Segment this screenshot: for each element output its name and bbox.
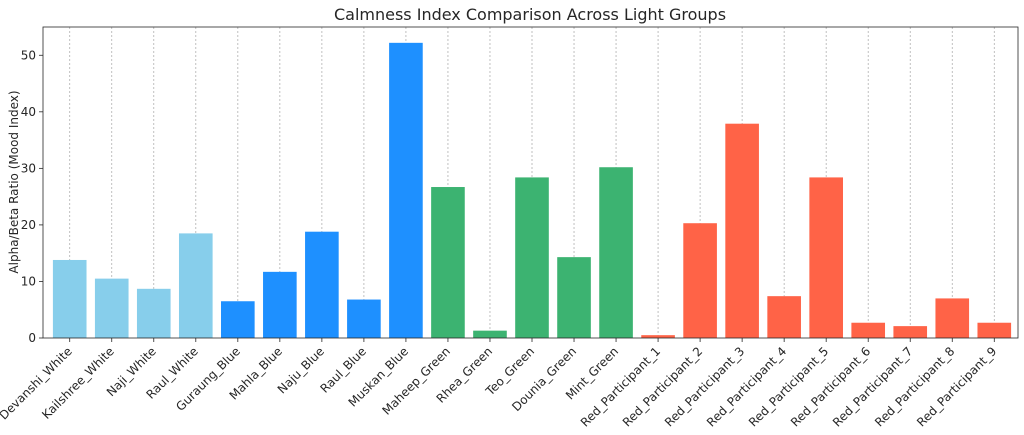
x-tick-label: Red_Participant_2 <box>620 344 705 429</box>
bar <box>94 278 129 338</box>
bar <box>809 177 843 338</box>
x-tick-label: Red_Participant_9 <box>914 344 999 429</box>
bar <box>263 271 297 338</box>
x-tick-label: Kailshree_White <box>39 344 117 422</box>
bars <box>52 42 1012 339</box>
x-tick-label: Red_Participant_8 <box>872 344 957 429</box>
bar <box>178 233 213 338</box>
y-tick-label: 30 <box>21 161 36 175</box>
plot-frame <box>42 26 1019 339</box>
x-tick-label: Red_Participant_7 <box>830 344 915 429</box>
bar <box>725 123 759 339</box>
bar <box>221 301 255 338</box>
y-tick-label: 0 <box>28 331 36 345</box>
y-axis: 0 10 20 30 40 50 <box>21 48 43 345</box>
x-tick-label: Red_Participant_6 <box>788 344 873 429</box>
bar <box>557 257 591 338</box>
axes-frame <box>42 26 1019 339</box>
bar <box>305 231 339 338</box>
y-tick-label: 40 <box>21 105 36 119</box>
x-axis: Devanshi_WhiteKailshree_WhiteNaji_WhiteR… <box>0 338 999 430</box>
bar <box>935 298 970 338</box>
bar <box>893 326 928 338</box>
bar <box>515 177 549 338</box>
x-tick-label: Red_Participant_4 <box>704 344 789 429</box>
chart-title: Calmness Index Comparison Across Light G… <box>334 5 726 24</box>
y-tick-label: 20 <box>21 218 36 232</box>
y-axis-label: Alpha/Beta Ratio (Mood Index) <box>7 90 21 273</box>
bar <box>767 296 801 338</box>
bar <box>851 322 886 338</box>
bar <box>683 223 717 338</box>
y-tick-label: 10 <box>21 274 36 288</box>
bar <box>473 330 507 338</box>
bar <box>599 167 633 338</box>
bar <box>389 42 423 338</box>
x-tick-label: Red_Participant_3 <box>662 344 747 429</box>
x-tick-label: Red_Participant_5 <box>746 344 831 429</box>
bar <box>52 259 87 338</box>
bar <box>136 288 171 338</box>
bar <box>977 322 1012 338</box>
bar <box>347 299 381 338</box>
x-tick-label: Red_Participant_1 <box>578 344 663 429</box>
y-tick-label: 50 <box>21 48 36 62</box>
x-tick-label: Devanshi_White <box>0 344 75 422</box>
bar <box>641 335 675 338</box>
bar <box>431 187 465 338</box>
